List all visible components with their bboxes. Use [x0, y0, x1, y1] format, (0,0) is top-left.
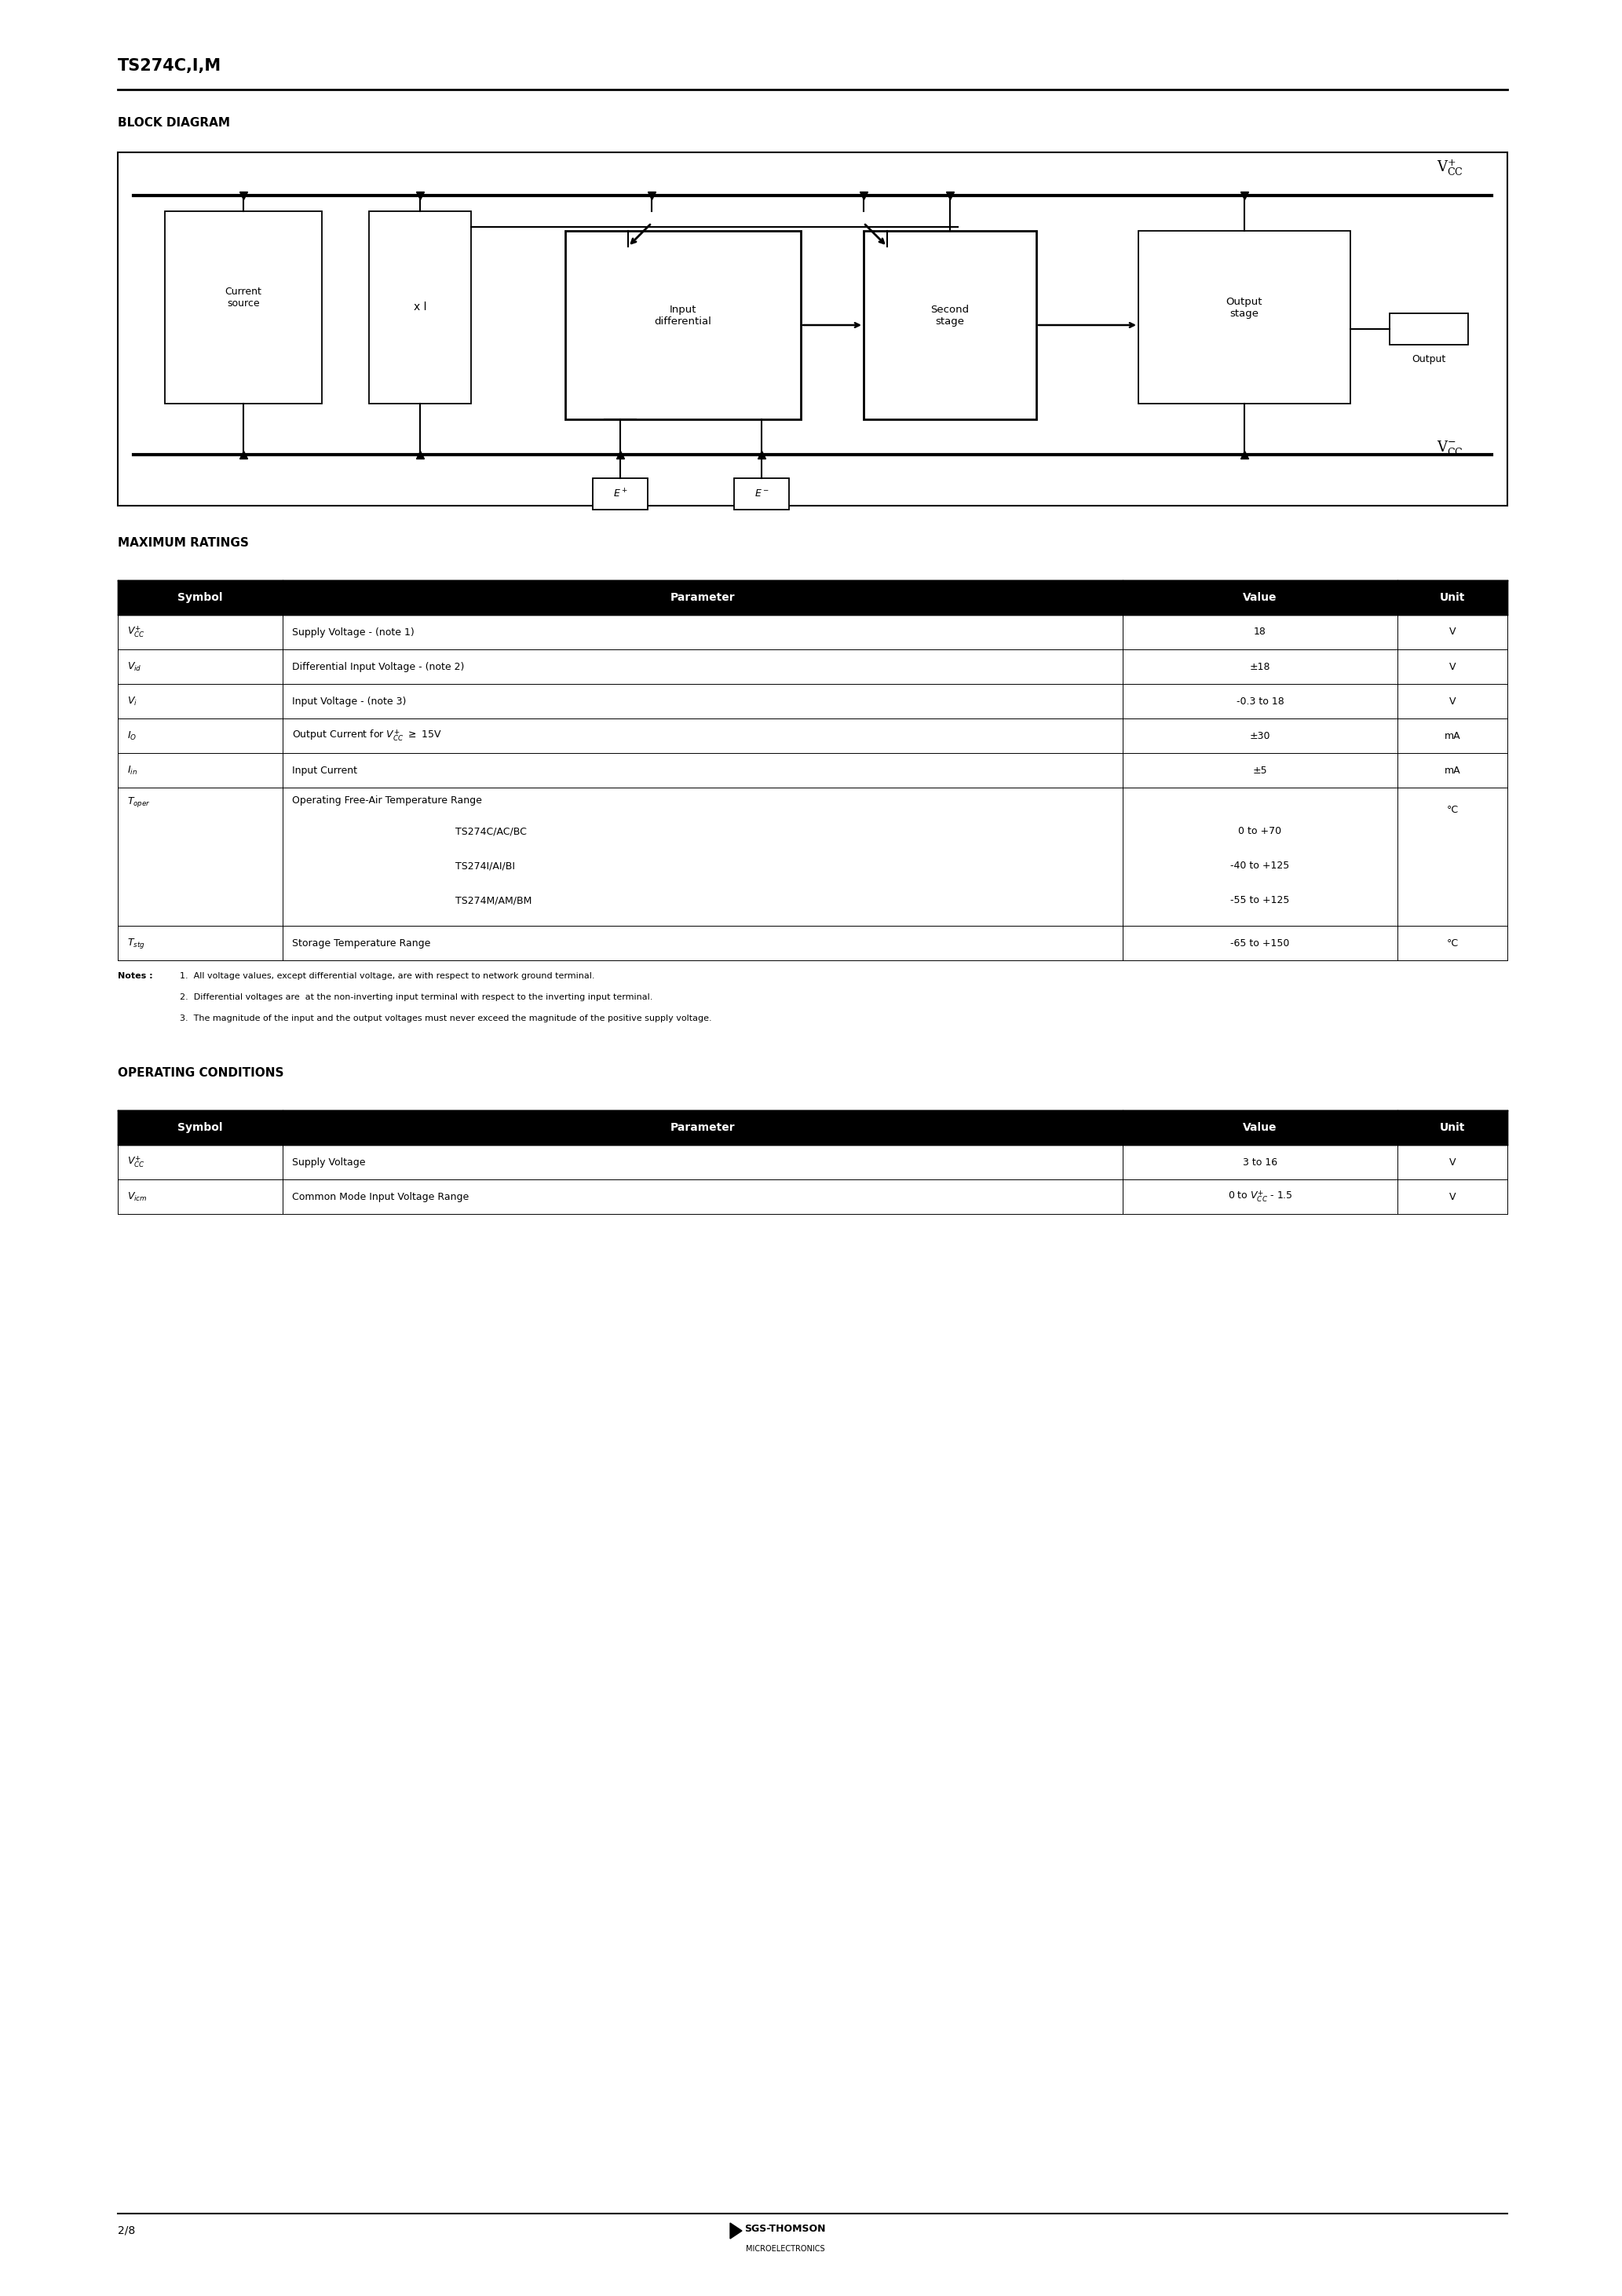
- Text: °C: °C: [1447, 939, 1458, 948]
- Text: Symbol: Symbol: [178, 1123, 222, 1134]
- Text: Input
differential: Input differential: [654, 305, 712, 326]
- Text: Output: Output: [1411, 354, 1445, 365]
- Text: 18: 18: [1254, 627, 1267, 638]
- Text: Second
stage: Second stage: [931, 305, 970, 326]
- Text: ±5: ±5: [1252, 765, 1267, 776]
- Bar: [368, 211, 470, 404]
- Text: TS274I/AI/BI: TS274I/AI/BI: [456, 861, 516, 870]
- Text: -0.3 to 18: -0.3 to 18: [1236, 696, 1285, 707]
- Text: 3.  The magnitude of the input and the output voltages must never exceed the mag: 3. The magnitude of the input and the ou…: [174, 1015, 712, 1022]
- Text: $\mathregular{V_{CC}^{+}}$: $\mathregular{V_{CC}^{+}}$: [1437, 158, 1463, 177]
- Text: Supply Voltage: Supply Voltage: [292, 1157, 365, 1166]
- Text: MAXIMUM RATINGS: MAXIMUM RATINGS: [118, 537, 248, 549]
- Text: $V_i$: $V_i$: [127, 696, 138, 707]
- Text: ±18: ±18: [1249, 661, 1270, 673]
- Text: 1.  All voltage values, except differential voltage, are with respect to network: 1. All voltage values, except differenti…: [174, 971, 595, 980]
- Text: ±30: ±30: [1249, 730, 1270, 742]
- Text: x l: x l: [414, 301, 427, 312]
- Text: Operating Free-Air Temperature Range: Operating Free-Air Temperature Range: [292, 794, 482, 806]
- Text: TS274C,I,M: TS274C,I,M: [118, 57, 222, 73]
- Text: Supply Voltage - (note 1): Supply Voltage - (note 1): [292, 627, 414, 638]
- Bar: [735, 478, 788, 510]
- Bar: [165, 211, 321, 404]
- Text: TS274M/AM/BM: TS274M/AM/BM: [456, 895, 532, 905]
- Text: BLOCK DIAGRAM: BLOCK DIAGRAM: [118, 117, 230, 129]
- Text: Input Current: Input Current: [292, 765, 357, 776]
- Text: V: V: [1448, 661, 1457, 673]
- Text: 0 to +70: 0 to +70: [1239, 827, 1281, 836]
- Text: -65 to +150: -65 to +150: [1231, 939, 1289, 948]
- Text: OPERATING CONDITIONS: OPERATING CONDITIONS: [118, 1068, 284, 1079]
- Text: Parameter: Parameter: [670, 1123, 735, 1134]
- Text: Output
stage: Output stage: [1226, 296, 1262, 319]
- Text: Input Voltage - (note 3): Input Voltage - (note 3): [292, 696, 406, 707]
- Text: Symbol: Symbol: [178, 592, 222, 604]
- Text: 3 to 16: 3 to 16: [1242, 1157, 1278, 1166]
- Bar: [1139, 232, 1351, 404]
- Text: -40 to +125: -40 to +125: [1231, 861, 1289, 870]
- Text: 0 to $V_{CC}^{+}$ - 1.5: 0 to $V_{CC}^{+}$ - 1.5: [1228, 1189, 1293, 1203]
- Text: MICROELECTRONICS: MICROELECTRONICS: [746, 2245, 824, 2252]
- Text: Current
source: Current source: [225, 287, 261, 310]
- Text: SGS-THOMSON: SGS-THOMSON: [744, 2225, 826, 2234]
- Bar: [564, 232, 801, 420]
- Text: Output Current for $V_{CC}^{+}$ $\geq$ 15V: Output Current for $V_{CC}^{+}$ $\geq$ 1…: [292, 728, 441, 744]
- Text: -55 to +125: -55 to +125: [1231, 895, 1289, 905]
- Bar: [118, 152, 1507, 505]
- Text: mA: mA: [1444, 730, 1460, 742]
- Text: Notes :: Notes :: [118, 971, 152, 980]
- Text: Differential Input Voltage - (note 2): Differential Input Voltage - (note 2): [292, 661, 464, 673]
- Text: V: V: [1448, 696, 1457, 707]
- Text: $\mathregular{V_{CC}^{-}}$: $\mathregular{V_{CC}^{-}}$: [1437, 439, 1463, 457]
- Polygon shape: [730, 2223, 741, 2239]
- Text: V: V: [1448, 1157, 1457, 1166]
- Text: $V_{id}$: $V_{id}$: [127, 661, 141, 673]
- Text: Storage Temperature Range: Storage Temperature Range: [292, 939, 430, 948]
- Text: Value: Value: [1242, 1123, 1277, 1134]
- Text: $I_O$: $I_O$: [127, 730, 136, 742]
- Text: Unit: Unit: [1440, 592, 1465, 604]
- Text: V: V: [1448, 627, 1457, 638]
- Text: Value: Value: [1242, 592, 1277, 604]
- Text: 2.  Differential voltages are  at the non-inverting input terminal with respect : 2. Differential voltages are at the non-…: [174, 994, 652, 1001]
- Text: $V_{icm}$: $V_{icm}$: [127, 1192, 148, 1203]
- Text: TS274C/AC/BC: TS274C/AC/BC: [456, 827, 527, 836]
- Text: °C: °C: [1447, 806, 1458, 815]
- Text: V: V: [1448, 1192, 1457, 1201]
- Bar: [863, 232, 1036, 420]
- Text: $E^+$: $E^+$: [613, 489, 628, 501]
- Text: Common Mode Input Voltage Range: Common Mode Input Voltage Range: [292, 1192, 469, 1201]
- Text: Unit: Unit: [1440, 1123, 1465, 1134]
- Bar: [1390, 312, 1468, 344]
- Bar: [592, 478, 647, 510]
- Text: Parameter: Parameter: [670, 592, 735, 604]
- Text: $I_{in}$: $I_{in}$: [127, 765, 138, 776]
- Text: $V_{CC}^{+}$: $V_{CC}^{+}$: [127, 1155, 144, 1169]
- Text: $V_{CC}^{+}$: $V_{CC}^{+}$: [127, 625, 144, 641]
- Text: $T_{oper}$: $T_{oper}$: [127, 794, 151, 808]
- Text: $E^-$: $E^-$: [754, 489, 769, 498]
- Text: $T_{stg}$: $T_{stg}$: [127, 937, 144, 951]
- Text: mA: mA: [1444, 765, 1460, 776]
- Text: 2/8: 2/8: [118, 2225, 135, 2236]
